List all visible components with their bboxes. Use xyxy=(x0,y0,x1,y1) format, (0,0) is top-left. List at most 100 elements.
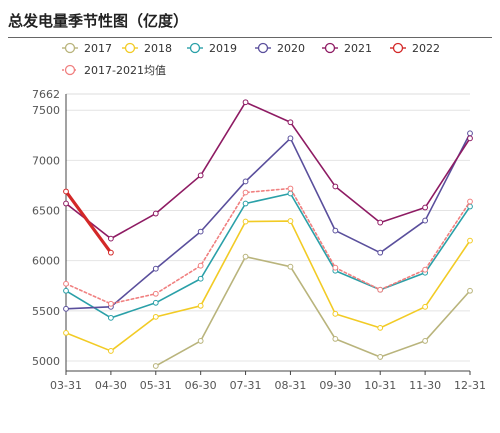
y-tick-label: 7662 xyxy=(32,88,60,101)
data-point xyxy=(287,218,294,224)
data-point xyxy=(242,99,249,106)
data-point xyxy=(332,183,339,190)
y-tick-label: 5000 xyxy=(32,355,60,368)
data-point xyxy=(242,189,249,196)
series-2017 xyxy=(152,253,473,369)
data-point xyxy=(152,363,159,369)
series-2022 xyxy=(63,188,114,256)
legend-label: 2020 xyxy=(277,42,305,55)
data-point xyxy=(377,219,384,226)
data-point xyxy=(107,348,114,354)
legend-item: 2021 xyxy=(322,42,372,55)
series-line xyxy=(65,192,471,319)
data-point xyxy=(63,280,69,287)
series-2018 xyxy=(63,218,473,354)
data-point xyxy=(332,227,339,234)
y-tick-label: 6500 xyxy=(32,205,60,218)
data-point xyxy=(197,172,204,179)
legend-marker xyxy=(189,42,201,54)
data-point xyxy=(197,275,204,282)
legend-item: 2017-2021均值 xyxy=(62,64,166,77)
title-divider xyxy=(8,37,492,38)
series-line xyxy=(65,220,471,352)
legend-label: 2022 xyxy=(412,42,440,55)
x-tick-label: 03-31 xyxy=(50,379,82,392)
x-tick-label: 10-31 xyxy=(364,379,396,392)
x-tick-label: 08-31 xyxy=(274,379,306,392)
data-point xyxy=(287,263,294,270)
legend-marker xyxy=(124,42,136,54)
data-point xyxy=(332,264,339,271)
x-tick-label: 09-30 xyxy=(319,379,351,392)
data-point xyxy=(107,235,114,242)
data-point xyxy=(63,329,69,336)
data-point xyxy=(422,338,429,344)
series-line xyxy=(154,255,471,367)
data-point xyxy=(242,253,249,260)
data-point xyxy=(377,324,384,331)
data-point xyxy=(377,249,384,256)
data-point xyxy=(63,287,69,294)
x-tick-label: 04-30 xyxy=(95,379,127,392)
data-point xyxy=(332,310,339,317)
data-point xyxy=(467,237,473,244)
series-line xyxy=(65,101,471,240)
x-tick-label: 11-30 xyxy=(409,379,441,392)
series-2017-2021均值 xyxy=(63,185,473,307)
legend-item: 2020 xyxy=(255,42,305,55)
data-point xyxy=(242,178,249,185)
data-point xyxy=(422,266,429,273)
data-point xyxy=(242,200,249,207)
legend-label: 2017 xyxy=(84,42,112,55)
x-tick-label: 05-31 xyxy=(140,379,172,392)
data-point xyxy=(287,185,294,192)
x-tick-label: 07-31 xyxy=(230,379,262,392)
legend-marker xyxy=(257,42,269,54)
data-point xyxy=(197,228,204,235)
chart-title: 总发电量季节性图（亿度） xyxy=(8,12,189,30)
data-point xyxy=(152,299,159,306)
data-point xyxy=(152,210,159,217)
data-point xyxy=(63,200,69,207)
data-point xyxy=(467,135,473,142)
data-point xyxy=(377,354,384,360)
legend-item: 2019 xyxy=(187,42,237,55)
data-point xyxy=(107,314,114,321)
data-point xyxy=(422,204,429,211)
data-point xyxy=(197,262,204,269)
data-point xyxy=(287,119,294,126)
legend-item: 2022 xyxy=(390,42,440,55)
data-point xyxy=(422,303,429,310)
y-tick-label: 6000 xyxy=(32,255,60,268)
legend-item: 2018 xyxy=(122,42,172,55)
y-tick-label: 5500 xyxy=(32,305,60,318)
data-point xyxy=(242,218,249,225)
x-tick-label: 12-31 xyxy=(454,379,486,392)
data-point xyxy=(467,287,473,294)
legend-label: 2021 xyxy=(344,42,372,55)
legend-label: 2018 xyxy=(144,42,172,55)
data-point xyxy=(197,302,204,309)
data-point xyxy=(197,338,204,344)
data-point xyxy=(107,300,114,307)
data-point xyxy=(287,135,294,142)
legend-label: 2017-2021均值 xyxy=(84,64,166,77)
data-point xyxy=(152,290,159,297)
y-tick-label: 7000 xyxy=(32,154,60,167)
data-point xyxy=(467,198,473,205)
series-line xyxy=(64,189,113,255)
data-point xyxy=(467,130,473,137)
data-point xyxy=(63,188,69,195)
data-point xyxy=(107,249,114,256)
legend-marker xyxy=(392,42,404,54)
data-point xyxy=(422,217,429,224)
data-point xyxy=(152,313,159,320)
data-point xyxy=(377,286,384,293)
x-tick-label: 06-30 xyxy=(185,379,217,392)
series-2021 xyxy=(63,99,473,242)
legend-marker xyxy=(64,42,76,54)
series-line xyxy=(65,132,471,310)
legend-label: 2019 xyxy=(209,42,237,55)
data-point xyxy=(63,305,69,312)
